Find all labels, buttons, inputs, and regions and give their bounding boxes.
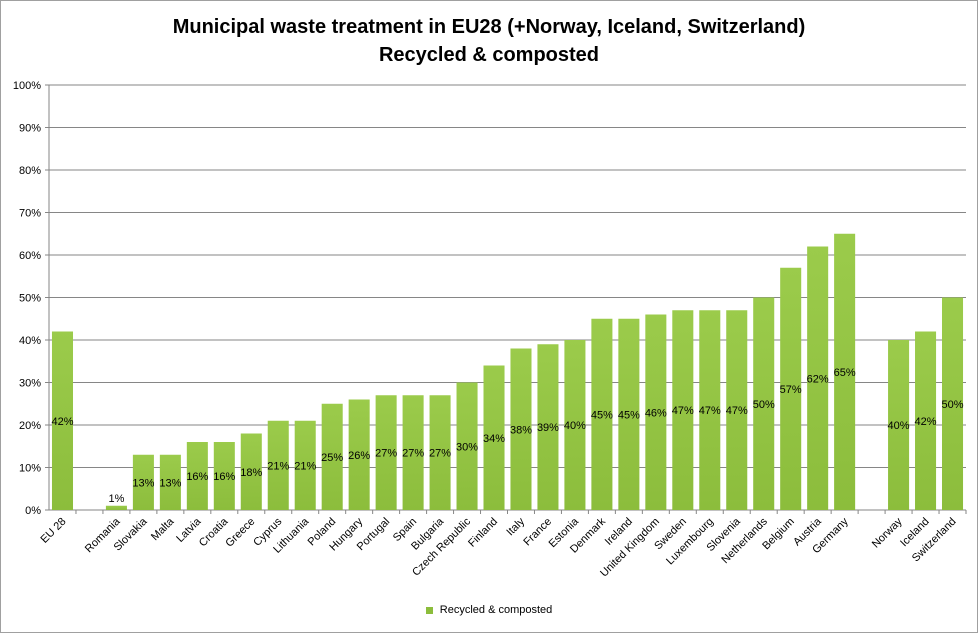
data-label: 21% — [267, 460, 289, 472]
bar — [294, 420, 316, 510]
bar — [321, 403, 343, 510]
chart-title-block: Municipal waste treatment in EU28 (+Norw… — [1, 13, 977, 69]
bar — [780, 267, 802, 510]
data-label: 42% — [51, 416, 73, 428]
y-tick-label: 40% — [19, 335, 41, 347]
y-tick-label: 30% — [19, 378, 41, 390]
legend-swatch — [425, 606, 433, 614]
category-label: Finland — [466, 516, 500, 550]
category-label: Greece — [223, 516, 257, 550]
data-label: 47% — [726, 405, 748, 417]
category-label: Italy — [504, 515, 527, 538]
y-tick-label: 80% — [19, 165, 41, 177]
bar — [51, 331, 74, 510]
bar — [429, 395, 451, 510]
bar — [510, 348, 532, 510]
bar-chart: 0% 10% 20% 30% 40% 50% 60% 70% 80% 90% 100% 42% EU 2… — [13, 80, 967, 579]
bar — [726, 310, 748, 510]
category-label: Malta — [149, 515, 177, 543]
y-tick-label: 10% — [19, 463, 41, 475]
data-label: 18% — [240, 467, 262, 479]
y-tick-label: 0% — [25, 505, 41, 517]
bar — [186, 442, 208, 510]
data-label: 16% — [213, 471, 235, 483]
data-label: 21% — [294, 460, 316, 472]
data-label: 25% — [321, 452, 343, 464]
data-label: 27% — [375, 448, 397, 460]
data-label: 26% — [348, 450, 370, 462]
legend-label: Recycled & composted — [439, 604, 553, 616]
bar — [348, 399, 370, 510]
bar — [537, 344, 559, 510]
y-tick-label: 60% — [19, 250, 41, 262]
data-label: 50% — [753, 399, 775, 411]
bar — [672, 310, 694, 510]
data-label: 34% — [483, 433, 505, 445]
bar — [753, 297, 775, 510]
y-tick-label: 50% — [19, 293, 41, 305]
data-label: 40% — [564, 420, 586, 432]
y-tick-label: 100% — [13, 80, 41, 92]
data-label: 46% — [645, 407, 667, 419]
bar — [699, 310, 721, 510]
bar — [941, 297, 964, 510]
bar — [591, 318, 613, 510]
data-label: 13% — [132, 477, 154, 489]
data-label: 50% — [941, 399, 963, 411]
data-label: 40% — [888, 420, 910, 432]
chart-title: Municipal waste treatment in EU28 (+Norw… — [172, 16, 806, 38]
bar — [375, 395, 397, 510]
bar — [132, 454, 154, 510]
data-label: 47% — [672, 405, 694, 417]
bar — [267, 420, 289, 510]
data-label: 57% — [780, 384, 802, 396]
bar — [213, 442, 235, 510]
bar — [564, 340, 586, 510]
y-tick-label: 20% — [19, 420, 41, 432]
y-tick-label: 90% — [19, 123, 41, 135]
bar — [915, 331, 937, 510]
data-label: 13% — [159, 477, 181, 489]
data-label: 42% — [915, 416, 937, 428]
data-label: 16% — [186, 471, 208, 483]
bar — [456, 382, 478, 510]
data-label: 1% — [108, 493, 124, 505]
category-label: Norway — [870, 515, 905, 550]
bar — [402, 395, 424, 510]
data-label: 30% — [456, 441, 478, 453]
bar — [834, 233, 856, 510]
bar — [807, 246, 829, 510]
category-label: EU 28 — [38, 516, 68, 546]
bar — [105, 505, 127, 510]
y-tick-label: 70% — [19, 208, 41, 220]
bar — [483, 365, 505, 510]
bar — [159, 454, 181, 510]
bar — [888, 340, 910, 510]
data-label: 27% — [429, 448, 451, 460]
bar — [618, 318, 640, 510]
bar — [645, 314, 667, 510]
data-label: 27% — [402, 448, 424, 460]
data-label: 45% — [591, 409, 613, 421]
chart-subtitle: Recycled & composted — [378, 44, 600, 66]
data-label: 47% — [699, 405, 721, 417]
data-label: 65% — [834, 367, 856, 379]
data-label: 62% — [807, 373, 829, 385]
data-label: 45% — [618, 409, 640, 421]
data-label: 39% — [537, 422, 559, 434]
data-label: 38% — [510, 424, 532, 436]
bar — [240, 433, 262, 510]
legend: Recycled & composted — [1, 604, 977, 616]
